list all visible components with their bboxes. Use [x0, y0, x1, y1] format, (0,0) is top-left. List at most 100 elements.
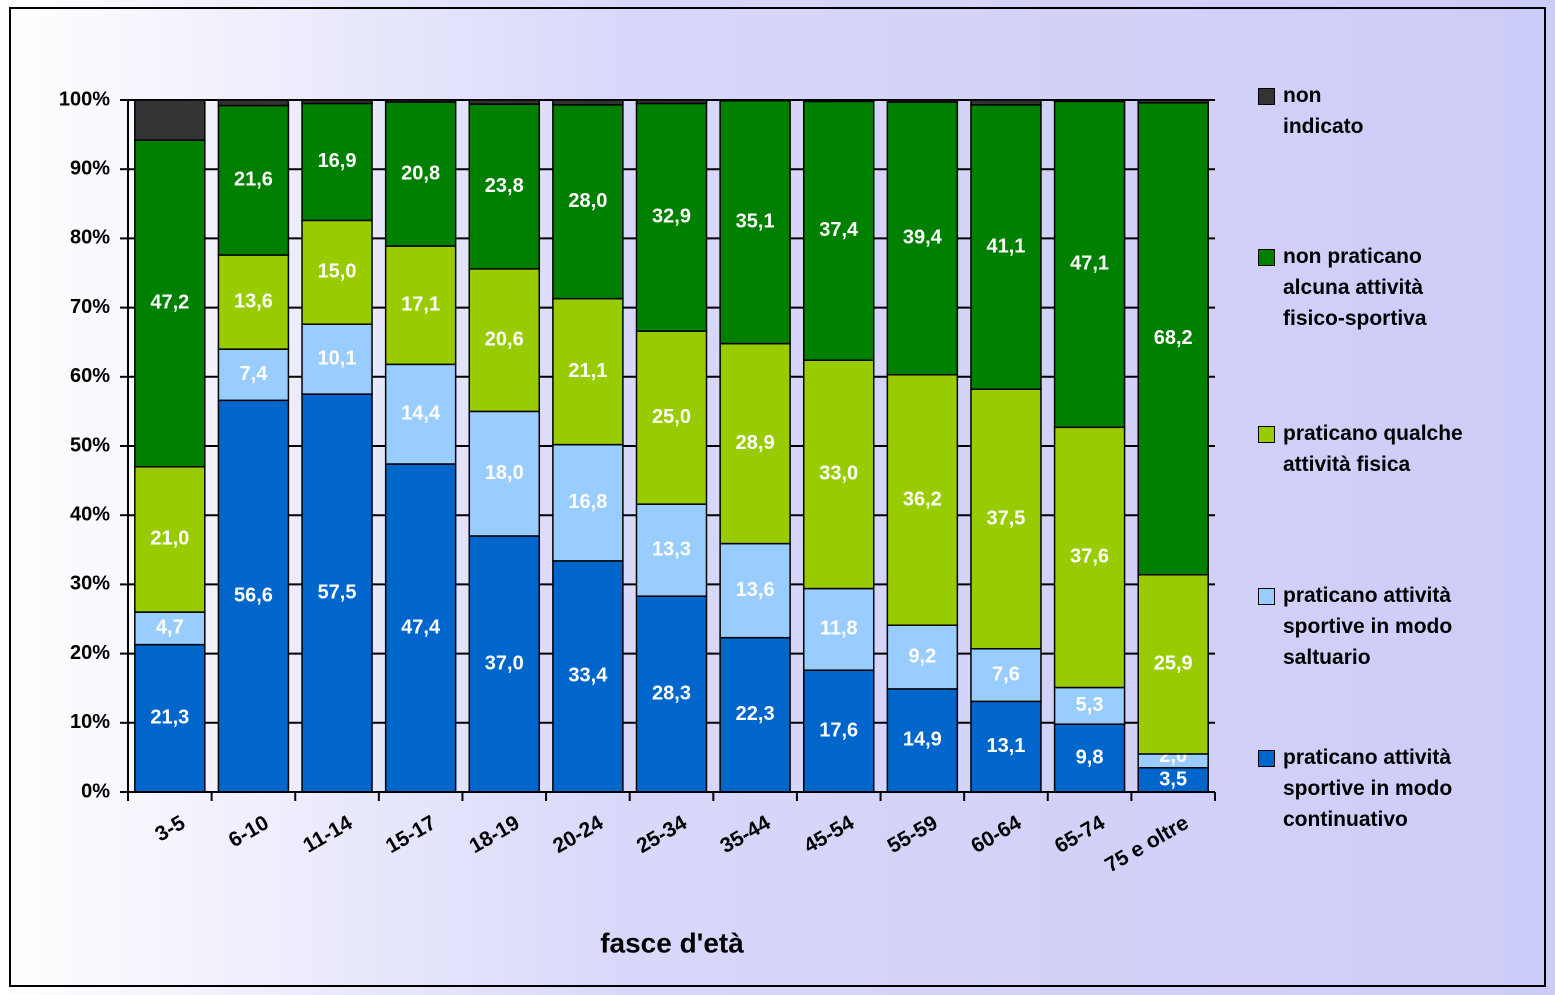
bar-segment — [552, 297, 624, 446]
bar-segment — [468, 268, 541, 413]
data-label: 37,6 — [1070, 546, 1109, 568]
bar-segment — [719, 99, 791, 345]
x-tick-label: 15-17 — [382, 811, 440, 858]
data-label: 35,1 — [736, 210, 775, 232]
data-label: 13,6 — [736, 579, 775, 601]
legend-label: praticano qualche attività fisica — [1283, 422, 1463, 476]
legend-swatch — [1258, 750, 1275, 767]
x-tick-label: 60-64 — [967, 811, 1025, 858]
bar-segment — [802, 100, 875, 361]
y-tick-label: 60% — [70, 365, 110, 387]
y-tick-label: 0% — [81, 780, 110, 802]
y-tick-label: 90% — [70, 157, 110, 179]
bar-segment — [802, 359, 875, 590]
bar-segment — [301, 323, 373, 395]
data-label: 13,3 — [652, 538, 691, 560]
bar-segment — [301, 99, 373, 105]
bar-segment — [1053, 99, 1126, 103]
bar-segment — [384, 101, 457, 247]
bar-segment — [1053, 686, 1126, 725]
bar-segment — [635, 99, 708, 105]
data-label: 9,2 — [908, 645, 936, 667]
frame — [9, 7, 1546, 987]
data-label: 20,6 — [485, 328, 524, 350]
data-label: 7,6 — [992, 663, 1020, 685]
bar-segment — [635, 330, 708, 505]
data-label: 21,1 — [568, 360, 607, 382]
legend-swatch — [1258, 88, 1275, 105]
legend-label: praticano attività sportive in modo cont… — [1283, 746, 1453, 831]
data-label: 16,9 — [318, 150, 357, 172]
data-label: 4,7 — [156, 617, 184, 639]
data-label: 11,8 — [820, 618, 858, 640]
bar-segment — [552, 443, 624, 562]
legend-item: praticano qualche attività fisica — [1258, 418, 1463, 480]
x-tick-label: 75 e oltre — [1101, 811, 1192, 877]
data-label: 15,0 — [318, 261, 357, 283]
data-label: 39,4 — [903, 227, 943, 249]
bar-segment — [719, 542, 791, 639]
bar-segment — [134, 139, 206, 468]
legend-label: non praticano alcuna attività fisico-spo… — [1283, 245, 1427, 330]
bar-segment — [468, 410, 541, 537]
data-label: 28,3 — [652, 682, 691, 704]
bar-segment — [970, 388, 1042, 650]
data-label: 23,8 — [485, 175, 524, 197]
bar-segment — [886, 688, 959, 793]
data-label: 68,2 — [1154, 327, 1193, 349]
data-label: 25,0 — [652, 406, 691, 428]
y-tick-label: 10% — [70, 711, 110, 733]
data-label: 3,5 — [1159, 768, 1187, 790]
data-label: 47,2 — [150, 292, 189, 314]
bar-segment — [802, 669, 875, 793]
x-tick-label: 45-54 — [800, 811, 858, 858]
legend-swatch — [1258, 588, 1275, 605]
legend-item: non indicato — [1258, 80, 1364, 142]
data-label: 13,6 — [234, 290, 273, 312]
x-tick-label: 3-5 — [151, 811, 189, 846]
bar-segment — [970, 648, 1042, 703]
bar-segment — [802, 587, 875, 671]
y-tick-label: 100% — [59, 88, 110, 110]
data-label: 14,9 — [903, 729, 942, 751]
data-label: 32,9 — [652, 206, 691, 228]
bar-segment — [1053, 723, 1126, 793]
bar-segment — [719, 99, 791, 102]
bar-segment — [886, 99, 959, 103]
data-label: 56,6 — [234, 584, 273, 606]
bar-segment — [802, 99, 875, 103]
bar-segment — [217, 399, 290, 793]
legend-item: praticano attività sportive in modo cont… — [1258, 742, 1452, 835]
data-label: 18,0 — [485, 462, 524, 484]
bar-segment — [134, 611, 206, 646]
data-label: 17,6 — [819, 719, 858, 741]
x-tick-label: 55-59 — [884, 811, 942, 858]
data-label: 25,9 — [1154, 653, 1193, 675]
data-label: 16,8 — [568, 491, 607, 513]
data-label: 10,1 — [318, 347, 357, 369]
legend-label: praticano attività sportive in modo salt… — [1283, 584, 1453, 669]
bar-segment — [1137, 573, 1209, 755]
data-label: 9,8 — [1076, 746, 1104, 768]
bar-segment — [886, 101, 959, 376]
data-label: 41,1 — [986, 235, 1025, 257]
x-tick-label: 18-19 — [466, 811, 524, 858]
data-label: 21,6 — [234, 169, 273, 191]
bar-segment — [468, 103, 541, 270]
bar-segment — [217, 348, 290, 402]
bar-segment — [719, 636, 791, 793]
x-tick-label: 6-10 — [225, 811, 273, 852]
data-label: 7,4 — [240, 363, 269, 385]
data-label: 28,9 — [736, 432, 775, 454]
data-label: 5,3 — [1076, 694, 1104, 716]
y-tick-label: 40% — [70, 503, 110, 525]
y-tick-label: 80% — [70, 227, 110, 249]
bar-segment — [301, 102, 373, 222]
x-tick-label: 11-14 — [299, 811, 356, 857]
bar-segment — [134, 466, 206, 613]
data-label: 47,1 — [1070, 253, 1109, 275]
data-label: 37,0 — [485, 652, 524, 674]
data-label: 47,4 — [401, 616, 441, 638]
data-label: 22,3 — [736, 703, 775, 725]
